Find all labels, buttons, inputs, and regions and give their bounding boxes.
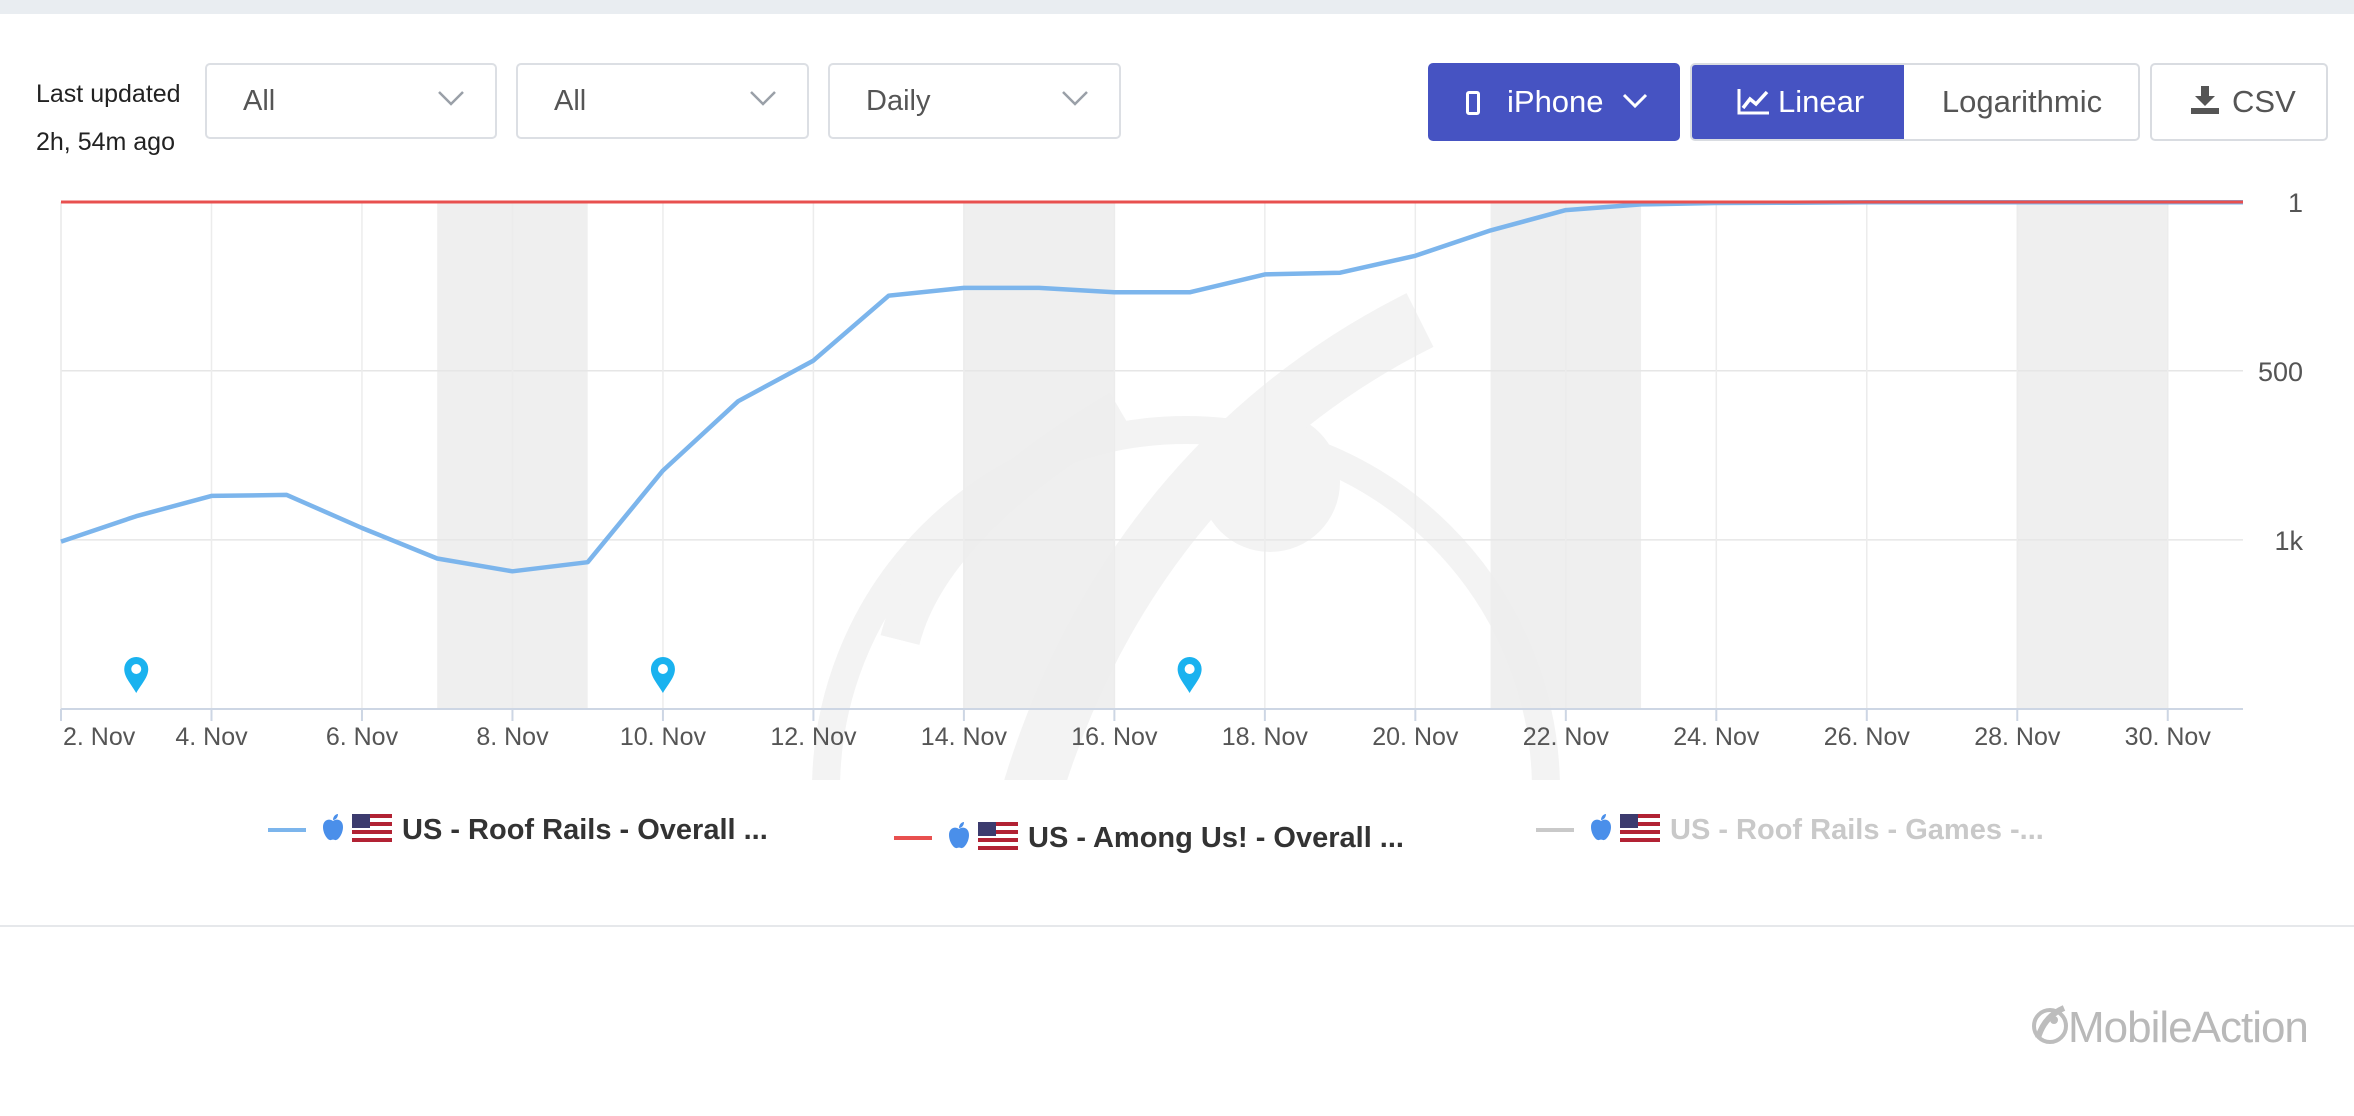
weekend-band: [2017, 202, 2168, 709]
csv-label: CSV: [2232, 84, 2296, 119]
x-tick-label: 28. Nov: [1974, 723, 2061, 751]
chevron-down-icon: [1622, 93, 1648, 109]
line-chart-icon: [1737, 89, 1769, 115]
x-tick-label: 4. Nov: [175, 723, 248, 751]
linear-scale-label: Linear: [1778, 84, 1865, 119]
brand-name: MobileAction: [2068, 1003, 2309, 1052]
country-dropdown[interactable]: All: [205, 63, 497, 139]
x-tick-label: 14. Nov: [921, 723, 1008, 751]
x-tick-label: 20. Nov: [1372, 723, 1459, 751]
apple-icon: [949, 822, 969, 849]
us-flag-icon: [352, 814, 392, 842]
legend-line: [894, 836, 932, 840]
phone-icon: [1466, 91, 1480, 115]
us-flag-icon: [1620, 814, 1660, 842]
section-divider: [0, 925, 2354, 927]
x-tick-label: 26. Nov: [1824, 723, 1911, 751]
apple-icon: [1591, 814, 1611, 841]
device-dropdown-button[interactable]: iPhone: [1428, 63, 1680, 141]
legend-line: [268, 828, 306, 832]
chevron-down-icon: [750, 91, 776, 106]
scale-toggle: Linear Logarithmic: [1690, 63, 2140, 141]
category-dropdown-value: All: [554, 85, 587, 117]
weekend-band: [963, 202, 1115, 709]
country-dropdown-value: All: [243, 85, 276, 117]
x-tick-label: 16. Nov: [1071, 723, 1158, 751]
chevron-down-icon: [438, 91, 464, 106]
last-updated: Last updated 2h, 54m ago: [36, 70, 206, 166]
us-flag-icon: [978, 822, 1018, 850]
interval-dropdown[interactable]: Daily: [828, 63, 1121, 139]
event-marker-icon: [124, 657, 149, 693]
mobileaction-logo: MobileAction: [2030, 998, 2330, 1058]
x-tick-label: 2. Nov: [63, 723, 136, 751]
chevron-down-icon: [1062, 91, 1088, 106]
interval-dropdown-value: Daily: [866, 85, 931, 117]
device-label: iPhone: [1507, 84, 1604, 119]
x-tick-label: 10. Nov: [620, 723, 707, 751]
last-updated-label: Last updated: [36, 80, 181, 108]
event-marker-dot: [657, 664, 668, 674]
x-tick-label: 6. Nov: [326, 723, 399, 751]
download-icon: [2191, 86, 2219, 114]
watermark-logo: [812, 293, 1560, 780]
legend-label: US - Roof Rails - Overall ...: [402, 814, 768, 846]
x-tick-label: 12. Nov: [770, 723, 857, 751]
category-dropdown[interactable]: All: [516, 63, 809, 139]
event-marker-dot: [131, 664, 142, 674]
y-tick-label: 1k: [2274, 526, 2303, 556]
event-marker-icon: [650, 657, 675, 693]
y-tick-label: 500: [2258, 357, 2303, 387]
legend-item-roof-rails-games[interactable]: US - Roof Rails - Games -...: [1536, 802, 2096, 858]
apple-icon: [323, 814, 343, 841]
y-tick-label: 1: [2288, 188, 2303, 218]
rocket-icon: [2032, 1005, 2068, 1044]
logarithmic-scale-button[interactable]: Logarithmic: [1941, 84, 2103, 119]
ranking-chart: 1 500 1k 2. Nov 4. Nov 6. Nov 8. Nov 10. Nov 12.…: [60, 188, 2303, 780]
event-marker-icon: [1177, 657, 1202, 693]
linear-scale-button[interactable]: Linear: [1692, 65, 1904, 139]
legend-label: US - Roof Rails - Games -...: [1670, 814, 2044, 846]
legend-item-roof-rails-overall[interactable]: US - Roof Rails - Overall ...: [268, 802, 828, 858]
last-updated-value: 2h, 54m ago: [36, 128, 175, 156]
legend-item-among-us-overall[interactable]: US - Among Us! - Overall ...: [894, 810, 1464, 866]
x-tick-label: 24. Nov: [1673, 723, 1760, 751]
top-bar: [0, 0, 2354, 14]
legend-label: US - Among Us! - Overall ...: [1028, 822, 1404, 854]
event-marker-dot: [1184, 664, 1195, 674]
x-tick-label: 18. Nov: [1222, 723, 1309, 751]
x-tick-label: 22. Nov: [1523, 723, 1610, 751]
x-tick-label: 30. Nov: [2125, 723, 2212, 751]
x-tick-label: 8. Nov: [476, 723, 549, 751]
csv-download-button[interactable]: CSV: [2150, 63, 2328, 141]
legend-line: [1536, 828, 1574, 832]
